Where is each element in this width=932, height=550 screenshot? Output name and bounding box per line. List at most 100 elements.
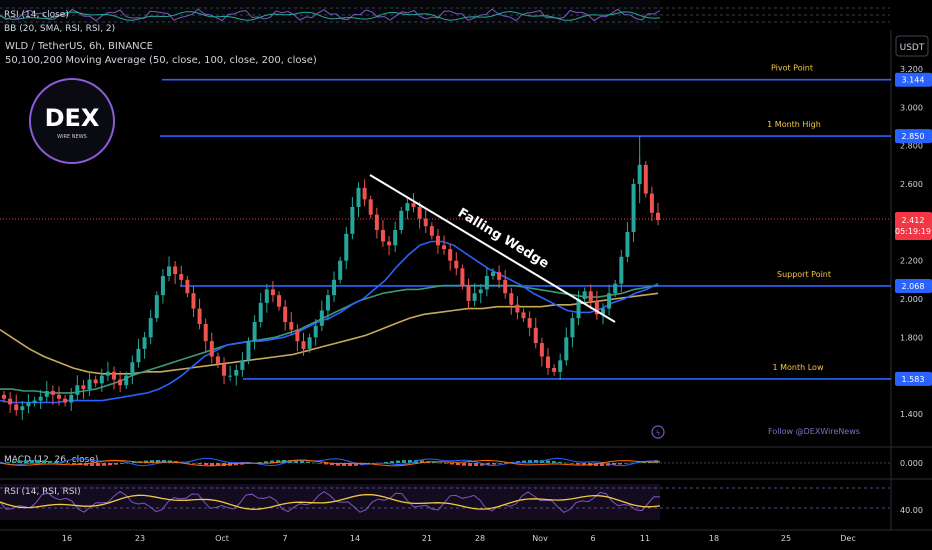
macd-pane: MACD (12, 26, close) 0.000 [0, 455, 923, 468]
macd-bar [402, 460, 406, 463]
symbol-title: WLD / TetherUS, 6h, BINANCE [5, 41, 153, 52]
macd-bar [294, 460, 298, 463]
macd-signal-line [0, 459, 661, 467]
price-countdown: 05:19:19 [895, 227, 931, 236]
candle-body [289, 322, 294, 330]
level-value-2: 2.068 [902, 282, 925, 291]
price-tick-7: 1.400 [900, 410, 923, 419]
candle-body [197, 308, 202, 324]
macd-bar [450, 463, 454, 465]
rsi-tick: 40.00 [900, 506, 923, 515]
price-tick-2: 2.800 [900, 142, 923, 151]
candle-body [160, 276, 165, 296]
candle-body [124, 375, 129, 386]
svg-text:ϟ: ϟ [656, 429, 661, 437]
candle-body [368, 199, 373, 215]
candle-body [564, 337, 569, 361]
macd-bar [102, 463, 106, 466]
macd-bar [444, 463, 448, 464]
candle-body [203, 323, 208, 342]
time-tick-10: 18 [709, 534, 719, 543]
candle-body [63, 398, 68, 403]
macd-bar [624, 463, 628, 464]
candle-body [350, 207, 355, 234]
candle-body [527, 318, 532, 328]
macd-bar [6, 462, 10, 463]
level-name-2: Support Point [777, 270, 831, 279]
candle-body [50, 391, 55, 395]
candle-body [405, 203, 410, 211]
candle-body [319, 310, 324, 326]
macd-bar [132, 462, 136, 463]
candle-body [246, 341, 251, 361]
candle-body [539, 343, 544, 357]
candle-body [490, 272, 495, 276]
candle-body [594, 300, 599, 315]
macd-bar [486, 463, 490, 466]
candle-body [112, 371, 117, 380]
candle-body [142, 337, 147, 349]
macd-bar [576, 463, 580, 465]
follow-text: Follow @DEXWireNews [768, 427, 860, 436]
top-rsi-line [0, 8, 661, 22]
rsi-pane: RSI (14, RSI, RSI) 40.00 [0, 484, 923, 520]
macd-bar [72, 463, 76, 465]
macd-bar [318, 463, 322, 464]
candle-body [374, 214, 379, 230]
candle-body [656, 212, 660, 221]
macd-bar [342, 463, 346, 466]
macd-bar [618, 463, 622, 465]
candle-body [191, 293, 196, 309]
candle-body [130, 362, 135, 376]
bb-top-label: BB (20, SMA, RSI, RSI, 2) [4, 24, 115, 34]
macd-bar [42, 460, 46, 463]
time-tick-2: Oct [215, 534, 229, 543]
macd-bar [564, 462, 568, 464]
macd-bar [558, 461, 562, 463]
candle-body [613, 283, 618, 294]
candle-body [234, 369, 239, 376]
macd-bar [396, 460, 400, 463]
macd-bar [36, 460, 40, 463]
macd-bar [606, 463, 610, 466]
candle-body [93, 379, 98, 384]
macd-bar [240, 463, 244, 465]
candle-body [607, 293, 612, 309]
macd-bar [276, 460, 280, 463]
time-tick-1: 23 [135, 534, 145, 543]
candle-body [301, 341, 306, 349]
rsi-ma-line [0, 493, 661, 510]
candle-body [295, 329, 300, 342]
macd-bar [54, 461, 58, 463]
candle-body [179, 274, 184, 280]
macd-bar [84, 463, 88, 466]
candle-body [460, 268, 465, 286]
price-tick-1: 3.000 [900, 103, 923, 112]
macd-bar [408, 460, 412, 463]
currency-badge[interactable]: USDT [895, 35, 929, 57]
macd-bar [522, 460, 526, 463]
candle-body [26, 402, 31, 407]
candle-body [600, 308, 605, 315]
candle-body [209, 341, 214, 357]
logo-subtext: WIRE NEWS [57, 134, 87, 140]
level-name-3: 1 Month Low [772, 363, 823, 372]
macd-bar [552, 461, 556, 463]
macd-bar [384, 461, 388, 463]
candlesticks [2, 136, 660, 421]
candle-body [148, 318, 153, 338]
time-axis[interactable]: 16 23 Oct 7 14 21 28 Nov 6 11 18 25 Dec [62, 534, 856, 543]
candle-body [252, 322, 257, 342]
macd-bar [48, 460, 52, 463]
candle-body [497, 272, 502, 280]
candle-body [454, 260, 459, 269]
macd-label: MACD (12, 26, close) [4, 455, 98, 465]
candle-body [264, 289, 269, 303]
level-tag-1 [895, 129, 932, 144]
candle-body [154, 295, 159, 319]
macd-bar [90, 463, 94, 466]
candle-body [509, 293, 514, 305]
price-axis[interactable]: 3.200 3.000 2.800 2.600 2.200 2.000 1.800 1.400 [900, 65, 923, 419]
ma100-line [0, 284, 659, 394]
